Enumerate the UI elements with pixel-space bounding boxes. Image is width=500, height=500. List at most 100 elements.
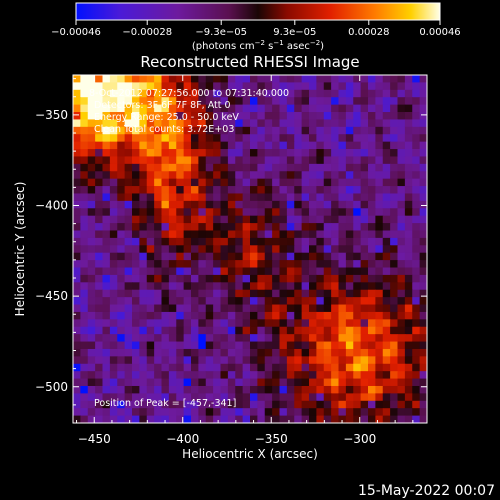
heatmap-cell [368,297,376,306]
heatmap-cell [146,408,155,417]
heatmap-cell [176,371,185,380]
heatmap-cell [191,326,199,335]
heatmap-cell [109,193,118,202]
heatmap-cell [191,171,199,180]
heatmap-cell [338,252,347,261]
heatmap-cell [412,126,421,135]
heatmap-cell [338,97,347,106]
heatmap-cell [323,156,332,165]
heatmap-cell [331,163,340,172]
heatmap-cell [390,237,399,246]
heatmap-cell [198,193,207,202]
heatmap-cell [404,82,413,91]
heatmap-cell [360,156,369,165]
heatmap-cell [191,260,199,269]
heatmap-cell [80,82,89,91]
heatmap-cell [213,260,222,269]
heatmap-cell [235,75,244,83]
heatmap-cell [345,252,354,261]
heatmap-cell [382,371,391,380]
heatmap-cell [294,134,303,143]
heatmap-cell [294,230,303,239]
heatmap-cell [286,193,295,202]
heatmap-cell [124,378,133,387]
heatmap-cell [272,237,281,246]
heatmap-cell [154,89,163,98]
heatmap-cell [235,304,244,313]
heatmap-cell [220,119,229,128]
heatmap-cell [382,274,391,283]
heatmap-cell [227,385,236,394]
heatmap-cell [205,363,214,372]
heatmap-cell [183,223,192,232]
heatmap-cell [331,89,340,98]
heatmap-cell [375,252,384,261]
heatmap-cell [257,371,266,380]
heatmap-cell [124,415,133,423]
heatmap-cell [191,112,199,121]
heatmap-cell [250,163,258,172]
heatmap-cell [397,200,406,209]
heatmap-cell [382,156,391,165]
heatmap-cell [360,82,369,91]
heatmap-cell [286,348,295,357]
heatmap-cell [301,304,310,313]
heatmap-cell [132,408,140,417]
heatmap-cell [382,104,391,113]
heatmap-cell [124,400,133,409]
heatmap-cell [191,104,199,113]
heatmap-cell [102,408,111,417]
heatmap-cell [73,237,81,246]
heatmap-cell [375,356,384,365]
heatmap-cell [323,97,332,106]
heatmap-cell [368,356,376,365]
heatmap-cell [124,156,133,165]
heatmap-cell [198,267,207,276]
heatmap-cell [109,82,118,91]
heatmap-cell [257,356,266,365]
heatmap-cell [117,89,126,98]
heatmap-cell [360,75,369,83]
heatmap-cell [220,75,229,83]
heatmap-cell [220,171,229,180]
heatmap-cell [132,200,140,209]
heatmap-cell [397,119,406,128]
heatmap-cell [154,274,163,283]
heatmap-cell [419,97,427,106]
heatmap-cell [242,245,251,254]
heatmap-cell [154,82,163,91]
heatmap-cell [161,156,170,165]
heatmap-cell [286,97,295,106]
heatmap-cell [146,334,155,343]
heatmap-cell [279,415,288,423]
heatmap-cell [95,193,104,202]
heatmap-cell [80,208,89,217]
heatmap-cell [323,208,332,217]
heatmap-cell [242,304,251,313]
heatmap-cell [73,408,81,417]
heatmap-cell [360,208,369,217]
heatmap-cell [235,178,244,187]
heatmap-cell [146,208,155,217]
heatmap-cell [161,112,170,121]
heatmap-cell [220,237,229,246]
heatmap-cell [345,126,354,135]
heatmap-cell [294,119,303,128]
heatmap-cell [257,200,266,209]
heatmap-cell [117,104,126,113]
heatmap-cell [220,149,229,158]
heatmap-cell [132,311,140,320]
heatmap-cell [117,252,126,261]
heatmap-cell [264,171,273,180]
heatmap-cell [213,163,222,172]
heatmap-cell [375,89,384,98]
heatmap-cell [183,119,192,128]
heatmap-cell [412,371,421,380]
heatmap-cell [390,408,399,417]
heatmap-cell [117,415,126,423]
heatmap-cell [95,408,104,417]
heatmap-cell [250,400,258,409]
heatmap-cell [382,126,391,135]
heatmap-cell [183,415,192,423]
heatmap-cell [183,385,192,394]
